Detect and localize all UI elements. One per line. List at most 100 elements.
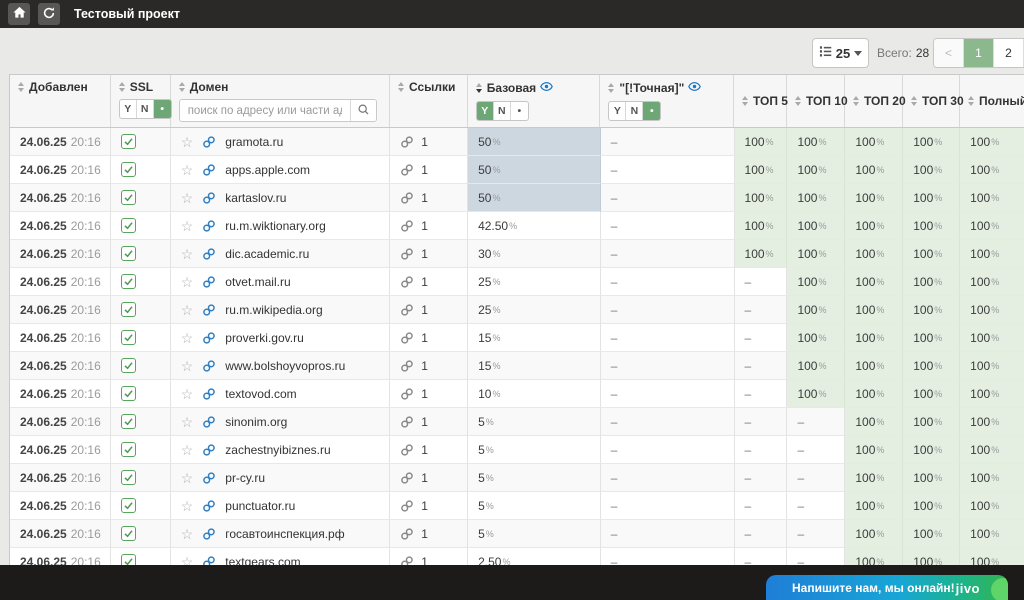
domain-link[interactable]: zachestnyibiznes.ru bbox=[225, 442, 331, 457]
page-button-1[interactable]: 1 bbox=[964, 39, 994, 67]
exact-filter-yes[interactable]: Y bbox=[609, 102, 627, 120]
ssl-checkbox-icon[interactable] bbox=[120, 358, 136, 373]
sort-top10[interactable]: ТОП 10 bbox=[794, 94, 848, 108]
prev-page-button[interactable]: < bbox=[934, 39, 964, 67]
link-icon[interactable] bbox=[202, 443, 216, 457]
refresh-button[interactable] bbox=[38, 3, 60, 25]
domain-search-input[interactable] bbox=[179, 100, 350, 121]
sort-top30[interactable]: ТОП 30 bbox=[910, 94, 964, 108]
ssl-checkbox-icon[interactable] bbox=[120, 246, 136, 261]
ssl-filter-all[interactable]: • bbox=[153, 100, 171, 118]
base-filter-no[interactable]: N bbox=[494, 102, 511, 120]
chat-widget[interactable]: Напишите нам, мы онлайн! jivo bbox=[766, 575, 1008, 600]
link-icon[interactable] bbox=[202, 415, 216, 429]
star-icon[interactable]: ☆ bbox=[180, 469, 194, 486]
sort-base[interactable]: Базовая bbox=[475, 80, 592, 96]
link-icon[interactable] bbox=[202, 555, 216, 565]
domain-link[interactable]: punctuator.ru bbox=[225, 498, 296, 513]
link-icon[interactable] bbox=[202, 331, 216, 345]
star-icon[interactable]: ☆ bbox=[180, 441, 194, 458]
page-button-2[interactable]: 2 bbox=[994, 39, 1024, 67]
star-icon[interactable]: ☆ bbox=[180, 553, 194, 566]
domain-link[interactable]: apps.apple.com bbox=[225, 162, 310, 177]
eye-icon[interactable] bbox=[688, 80, 702, 96]
ssl-checkbox-icon[interactable] bbox=[120, 162, 136, 177]
ssl-checkbox-icon[interactable] bbox=[120, 302, 136, 317]
cell-top: 100% bbox=[903, 240, 961, 268]
link-icon[interactable] bbox=[202, 163, 216, 177]
ssl-checkbox-icon[interactable] bbox=[120, 274, 136, 289]
eye-icon[interactable] bbox=[540, 80, 553, 96]
link-icon[interactable] bbox=[202, 191, 216, 205]
domain-link[interactable]: dic.academic.ru bbox=[225, 246, 310, 261]
star-icon[interactable]: ☆ bbox=[180, 413, 194, 430]
star-icon[interactable]: ☆ bbox=[180, 329, 194, 346]
ssl-checkbox-icon[interactable] bbox=[120, 414, 136, 429]
link-icon[interactable] bbox=[202, 275, 216, 289]
domain-link[interactable]: textovod.com bbox=[225, 386, 297, 401]
star-icon[interactable]: ☆ bbox=[180, 245, 194, 262]
ssl-checkbox-icon[interactable] bbox=[120, 218, 136, 233]
ssl-checkbox-icon[interactable] bbox=[120, 386, 136, 401]
cell-top: 100% bbox=[734, 184, 788, 212]
link-icon[interactable] bbox=[202, 471, 216, 485]
domain-link[interactable]: otvet.mail.ru bbox=[225, 274, 291, 289]
star-icon[interactable]: ☆ bbox=[180, 217, 194, 234]
star-icon[interactable]: ☆ bbox=[180, 301, 194, 318]
home-button[interactable] bbox=[8, 3, 30, 25]
domain-link[interactable]: kartaslov.ru bbox=[225, 190, 287, 205]
sort-exact[interactable]: "[!Точная]" bbox=[608, 80, 725, 96]
link-icon[interactable] bbox=[202, 247, 216, 261]
domain-link[interactable]: pr-cy.ru bbox=[225, 470, 266, 485]
ssl-checkbox-icon[interactable] bbox=[120, 526, 136, 541]
ssl-checkbox-icon[interactable] bbox=[120, 134, 136, 149]
link-icon[interactable] bbox=[202, 303, 216, 317]
star-icon[interactable]: ☆ bbox=[180, 133, 194, 150]
link-icon[interactable] bbox=[202, 499, 216, 513]
sort-top5[interactable]: ТОП 5 bbox=[741, 94, 788, 108]
domain-link[interactable]: ru.m.wiktionary.org bbox=[225, 218, 326, 233]
link-icon[interactable] bbox=[202, 527, 216, 541]
domain-link[interactable]: госавтоинспекция.рф bbox=[225, 526, 345, 541]
ssl-checkbox-icon[interactable] bbox=[120, 190, 136, 205]
star-icon[interactable]: ☆ bbox=[180, 385, 194, 402]
ssl-checkbox-icon[interactable] bbox=[120, 470, 136, 485]
link-icon[interactable] bbox=[202, 219, 216, 233]
domain-link[interactable]: ru.m.wikipedia.org bbox=[225, 302, 323, 317]
page-size-dropdown[interactable]: 25 bbox=[812, 38, 869, 68]
link-icon[interactable] bbox=[202, 359, 216, 373]
star-icon[interactable]: ☆ bbox=[180, 189, 194, 206]
sort-ssl[interactable]: SSL bbox=[118, 80, 162, 94]
ssl-filter-yes[interactable]: Y bbox=[120, 100, 137, 118]
link-icon[interactable] bbox=[202, 135, 216, 149]
sort-links[interactable]: Ссылки bbox=[398, 80, 459, 94]
domain-link[interactable]: sinonim.org bbox=[225, 414, 288, 429]
domain-link[interactable]: proverki.gov.ru bbox=[225, 330, 304, 345]
ssl-checkbox-icon[interactable] bbox=[120, 554, 136, 565]
cell-added: 24.06.25 20:16 bbox=[10, 268, 111, 296]
base-filter-yes[interactable]: Y bbox=[476, 102, 494, 120]
cell-top: 100% bbox=[845, 212, 904, 240]
sort-added[interactable]: Добавлен bbox=[18, 80, 102, 94]
star-icon[interactable]: ☆ bbox=[180, 497, 194, 514]
star-icon[interactable]: ☆ bbox=[180, 357, 194, 374]
star-icon[interactable]: ☆ bbox=[180, 273, 194, 290]
ssl-checkbox-icon[interactable] bbox=[120, 330, 136, 345]
star-icon[interactable]: ☆ bbox=[180, 161, 194, 178]
exact-filter-no[interactable]: N bbox=[626, 102, 644, 120]
domain-link[interactable]: www.bolshoyvopros.ru bbox=[225, 358, 346, 373]
search-button[interactable] bbox=[349, 100, 376, 121]
sort-top20[interactable]: ТОП 20 bbox=[852, 94, 906, 108]
sort-domain[interactable]: Домен bbox=[178, 80, 381, 94]
ssl-checkbox-icon[interactable] bbox=[120, 442, 136, 457]
sort-full[interactable]: Полный охват bbox=[967, 94, 1024, 108]
ssl-checkbox-icon[interactable] bbox=[120, 498, 136, 513]
star-icon[interactable]: ☆ bbox=[180, 525, 194, 542]
ssl-filter-no[interactable]: N bbox=[137, 100, 154, 118]
exact-filter-all[interactable]: • bbox=[643, 102, 661, 120]
base-filter-all[interactable]: • bbox=[517, 105, 522, 117]
domain-link[interactable]: textgears.com bbox=[225, 554, 301, 566]
page-size-value: 25 bbox=[835, 45, 851, 61]
domain-link[interactable]: gramota.ru bbox=[225, 134, 284, 149]
link-icon[interactable] bbox=[202, 387, 216, 401]
